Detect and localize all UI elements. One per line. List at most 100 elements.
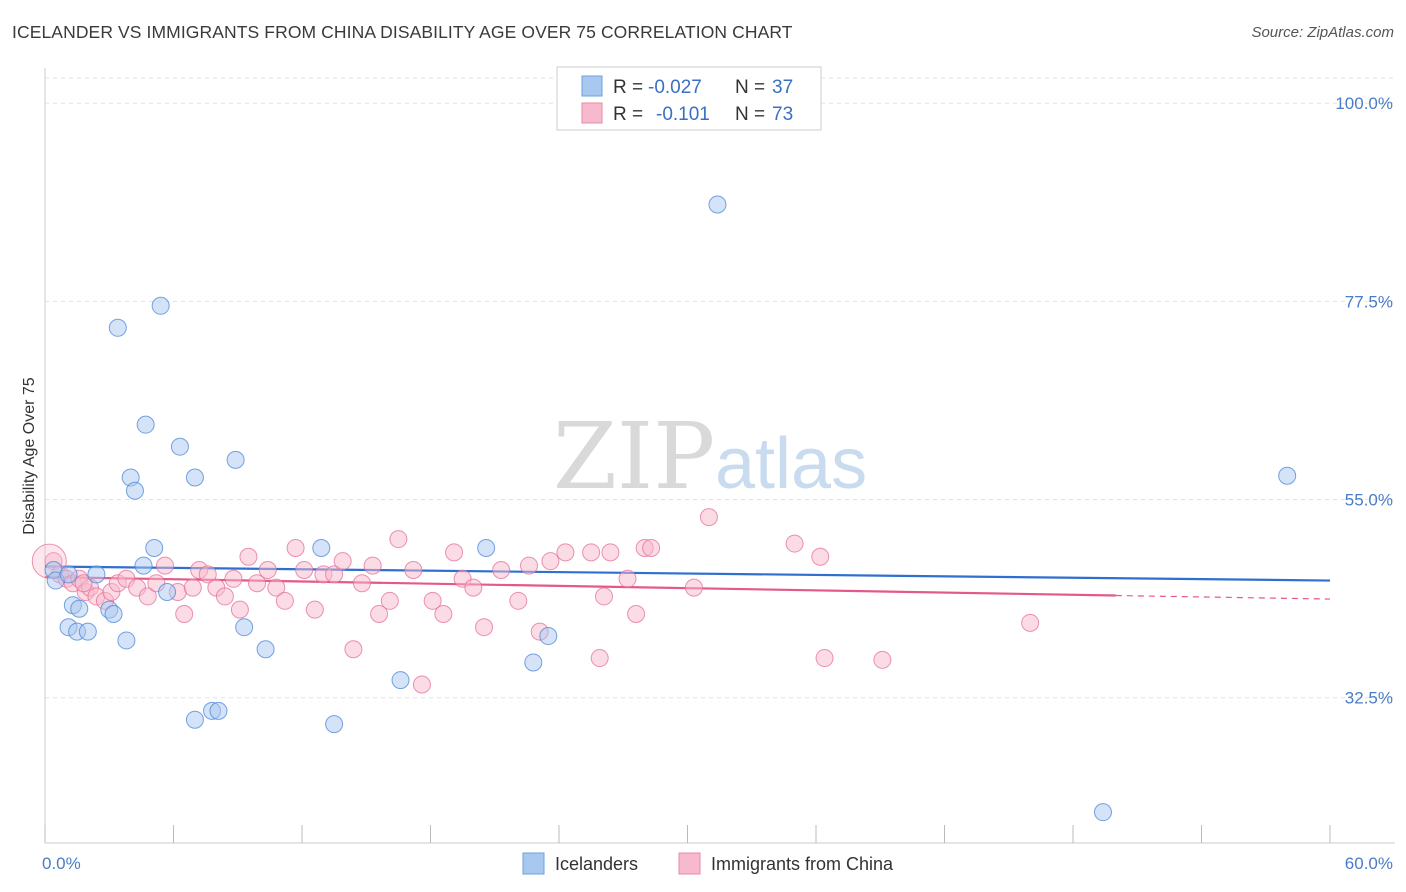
icelanders-point (170, 437, 189, 456)
y-tick-label: 55.0% (1345, 491, 1393, 510)
china-point (1021, 613, 1040, 632)
icelanders-point (391, 671, 410, 690)
china-point (642, 538, 661, 557)
china-point (423, 591, 442, 610)
china-point (344, 640, 363, 659)
china-point (155, 556, 174, 575)
china-point (684, 578, 703, 597)
china-point (412, 675, 431, 694)
icelanders-point (209, 701, 228, 720)
icelanders-point (158, 583, 177, 602)
icelanders-point (325, 715, 344, 734)
china-trendline (44, 575, 1116, 597)
icelanders-point (125, 481, 144, 500)
legend-n-value-2: 73 (772, 104, 793, 125)
china-point (175, 605, 194, 624)
source-label: Source: ZipAtlas.com (1251, 24, 1394, 41)
china-point (275, 591, 294, 610)
icelanders-point (136, 415, 155, 434)
legend-n-label-2: N = (735, 104, 765, 125)
icelanders-point (134, 556, 153, 575)
legend-swatch-icelanders (581, 75, 603, 97)
china-point (183, 578, 202, 597)
x-tick-labels: 0.0% 60.0% (42, 854, 1393, 873)
china-point (590, 649, 609, 668)
icelanders-point (312, 538, 331, 557)
legend-r-label-2: R = (613, 104, 643, 125)
china-point (582, 543, 601, 562)
china-point (267, 578, 286, 597)
watermark-atlas: atlas (715, 424, 867, 504)
china-point (434, 605, 453, 624)
icelanders-point (1278, 466, 1297, 485)
series-legend: Icelanders Immigrants from China (522, 852, 894, 875)
china-point (380, 591, 399, 610)
china-point (594, 587, 613, 606)
icelanders-point (108, 318, 127, 337)
china-point (389, 530, 408, 549)
x-tick-label-min: 0.0% (42, 854, 81, 873)
china-point (541, 552, 560, 571)
china-point (224, 569, 243, 588)
legend-r-value-1: -0.027 (648, 77, 702, 98)
icelanders-point (185, 710, 204, 729)
icelanders-point (78, 622, 97, 641)
y-tick-label: 100.0% (1335, 94, 1393, 113)
icelanders-point (117, 631, 136, 650)
china-point (815, 649, 834, 668)
china-point (811, 547, 830, 566)
scatter-points (31, 195, 1297, 822)
icelanders-point (226, 450, 245, 469)
china-point (475, 618, 494, 637)
china-point (370, 605, 389, 624)
y-tick-labels: 32.5% 55.0% 77.5% 100.0% (1335, 94, 1393, 707)
china-point (239, 547, 258, 566)
china-point (556, 543, 575, 562)
icelanders-point (185, 468, 204, 487)
icelanders-point (708, 195, 727, 214)
icelanders-point (1093, 803, 1112, 822)
axes (44, 68, 1395, 844)
china-point (352, 574, 371, 593)
china-point (785, 534, 804, 553)
china-point (520, 556, 539, 575)
icelanders-point (87, 565, 106, 584)
china-point (325, 565, 344, 584)
china-point (74, 574, 93, 593)
china-point (492, 560, 511, 579)
china-point (215, 587, 234, 606)
watermark-zip: ZIP (553, 403, 715, 510)
legend-n-label-1: N = (735, 77, 765, 98)
correlation-legend: R = -0.027 N = 37 R = -0.101 N = 73 (556, 66, 822, 131)
china-point (295, 560, 314, 579)
icelanders-point (477, 538, 496, 557)
china-point (601, 543, 620, 562)
china-point (198, 565, 217, 584)
bottom-legend-swatch-icelanders (522, 852, 545, 875)
bottom-legend-icelanders: Icelanders (555, 854, 638, 874)
china-point (873, 650, 892, 669)
china-point (286, 538, 305, 557)
icelanders-point (539, 627, 558, 646)
legend-r-label-1: R = (613, 77, 643, 98)
china-point (464, 578, 483, 597)
bottom-legend-china: Immigrants from China (711, 854, 894, 874)
icelanders-point (235, 618, 254, 637)
icelanders-point (256, 640, 275, 659)
legend-r-value-2: -0.101 (656, 104, 710, 125)
bottom-legend-swatch-china (678, 852, 701, 875)
china-point (333, 552, 352, 571)
y-tick-label: 32.5% (1345, 689, 1393, 708)
y-tick-label: 77.5% (1345, 292, 1393, 311)
icelanders-point (104, 605, 123, 624)
china-point (258, 560, 277, 579)
chart-title: ICELANDER VS IMMIGRANTS FROM CHINA DISAB… (12, 22, 793, 42)
y-axis-title: Disability Age Over 75 (21, 377, 38, 535)
china-point (618, 569, 637, 588)
china-point (627, 605, 646, 624)
china-point (445, 543, 464, 562)
china-point (305, 600, 324, 619)
china-point (230, 600, 249, 619)
china-point (363, 556, 382, 575)
